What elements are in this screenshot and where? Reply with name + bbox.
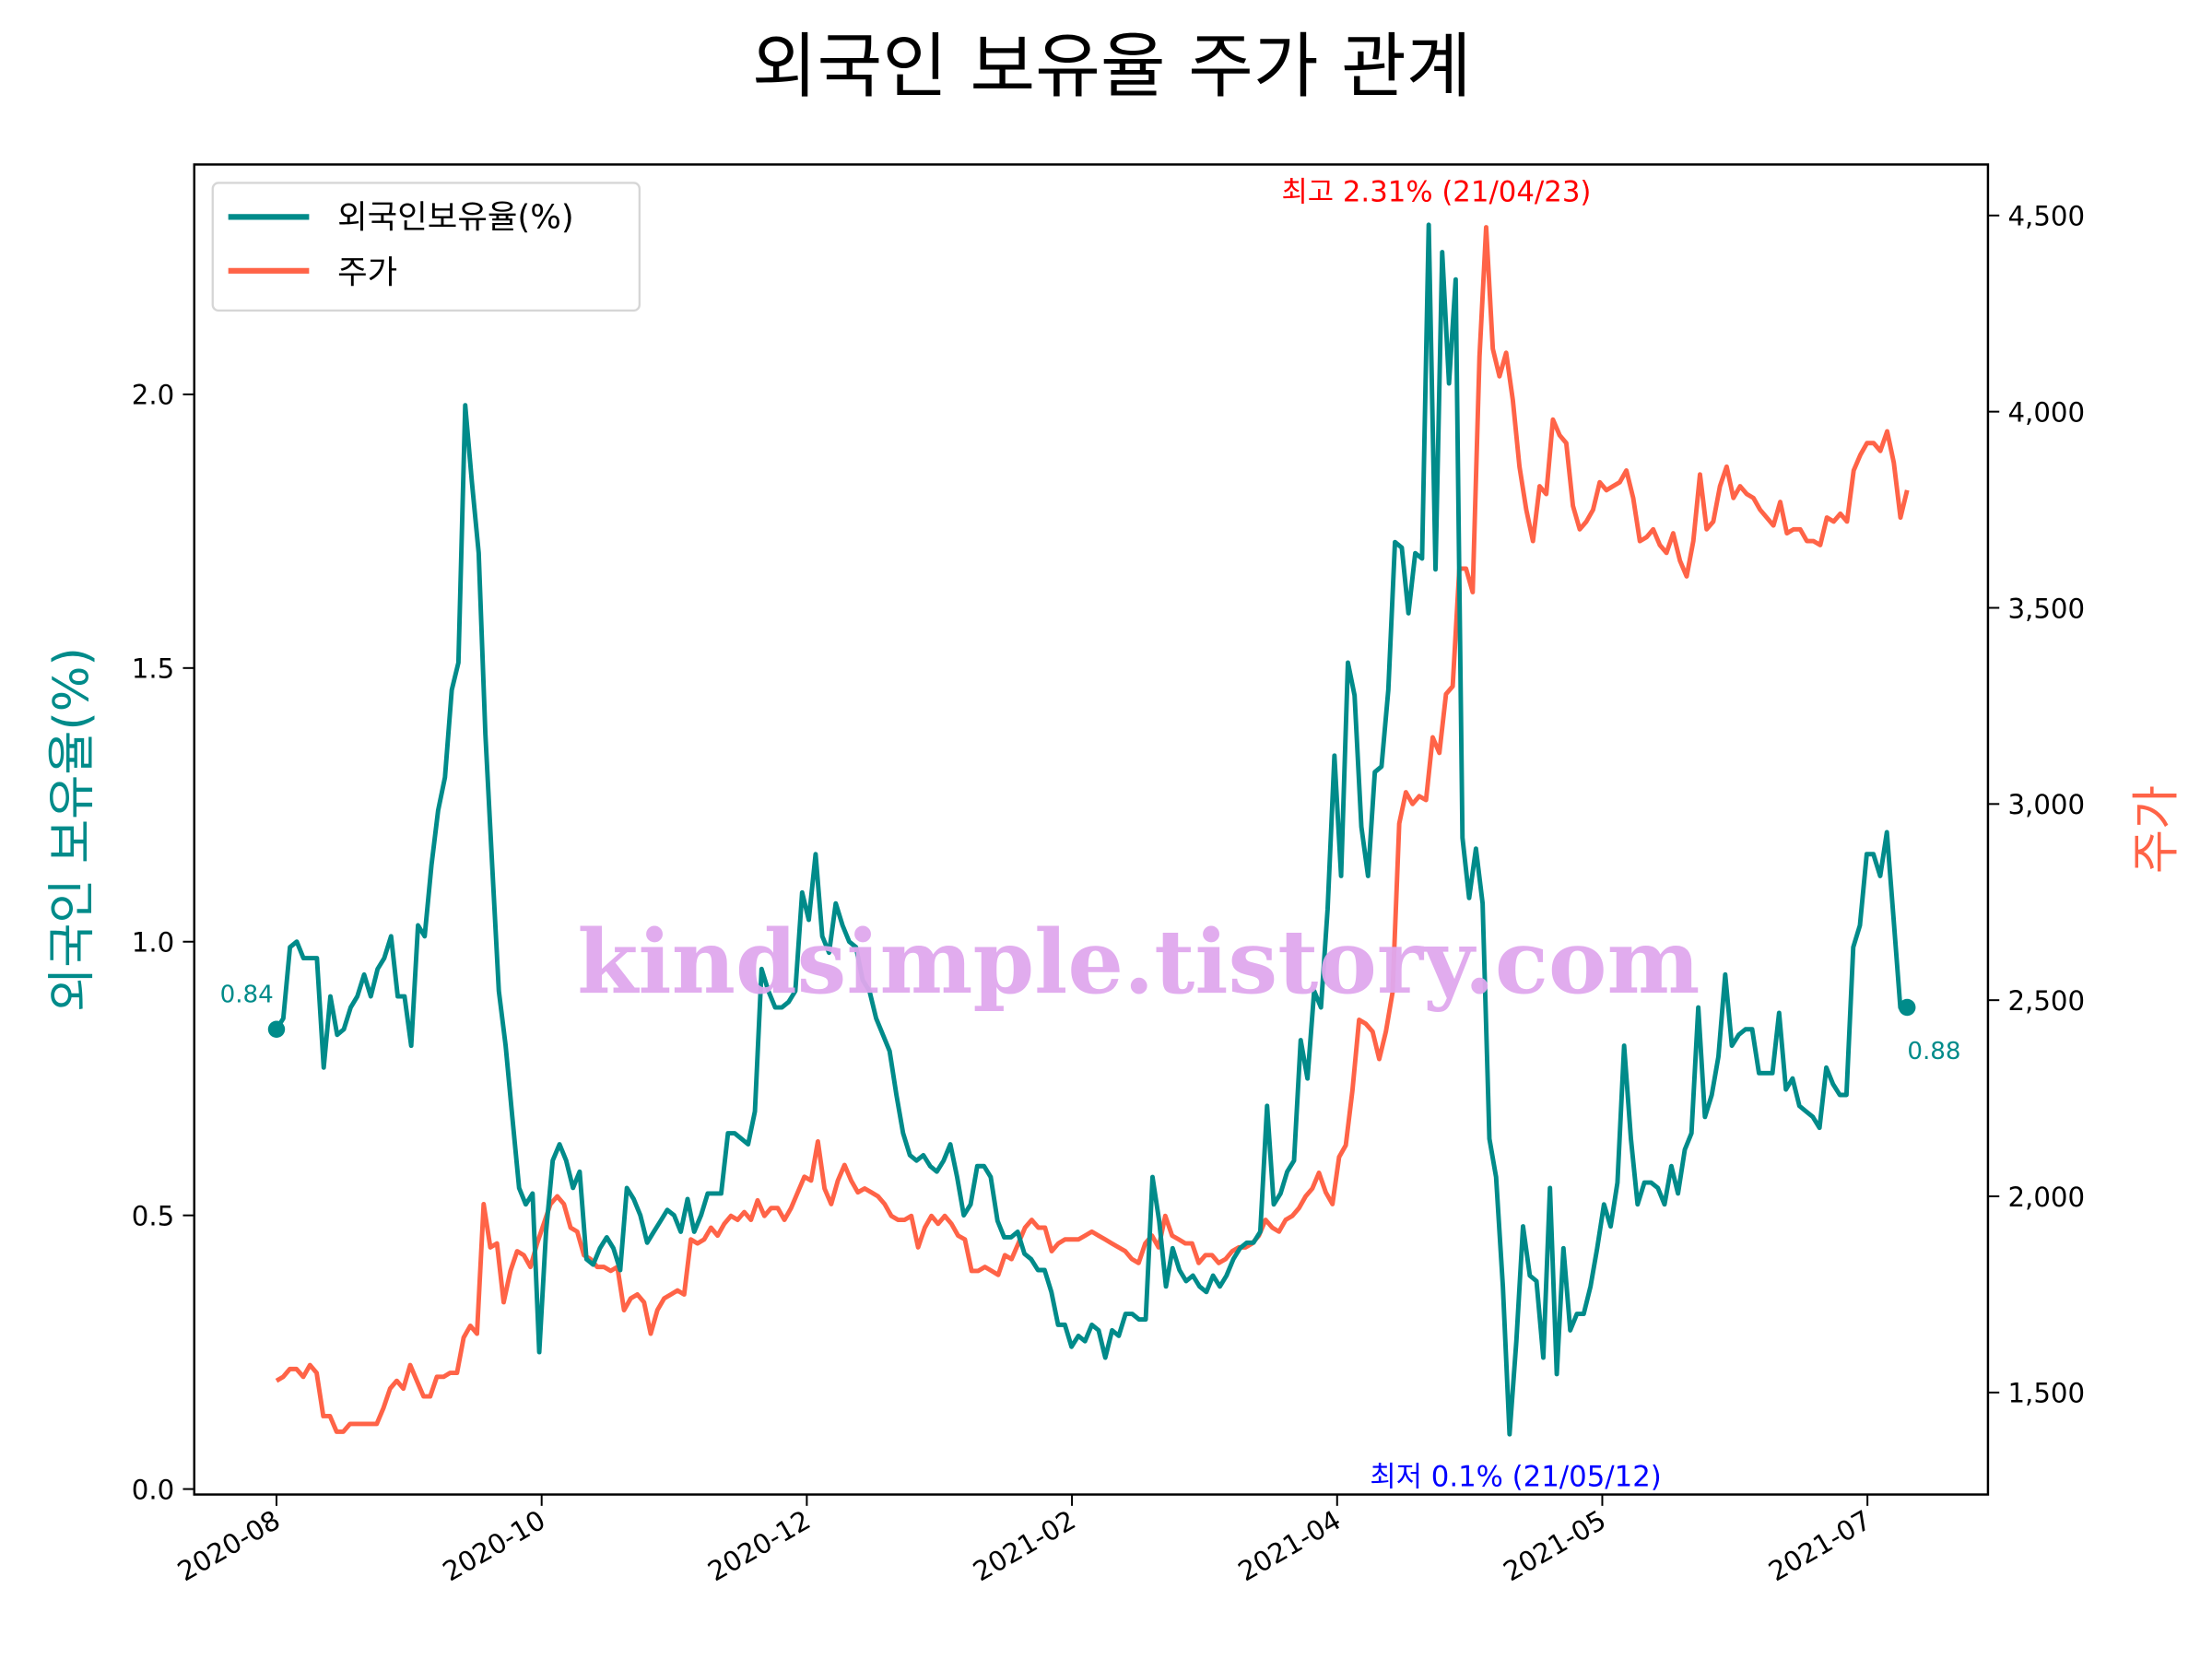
plot-lines <box>267 222 1916 1437</box>
x-tick-label: 2021-04 <box>1233 1504 1347 1587</box>
chart-title: 외국인 보유율 주가 관계 <box>752 26 1472 108</box>
left-y-tick-label: 1.5 <box>132 653 174 685</box>
x-tick-label: 2021-02 <box>968 1504 1081 1587</box>
left-y-tick-label: 0.0 <box>132 1474 174 1505</box>
right-y-axis-label: 주가 <box>2128 785 2184 874</box>
right-y-axis: 1,500 2,000 2,500 3,000 3,500 4,000 4,500 <box>1987 201 2085 1409</box>
right-y-tick-label: 1,500 <box>2007 1378 2085 1409</box>
start-value-label: 0.84 <box>220 982 274 1009</box>
x-tick-label: 2020-10 <box>438 1504 551 1587</box>
x-tick-label: 2021-07 <box>1763 1504 1877 1587</box>
right-y-tick-label: 4,000 <box>2007 396 2085 428</box>
x-axis: 2020-08 2020-10 2020-12 2021-02 2021-04 2021-… <box>172 1494 1877 1587</box>
left-y-axis: 0.0 0.5 1.0 1.5 2.0 <box>132 380 194 1505</box>
price-line <box>275 225 1910 1434</box>
legend: 외국인보유율(%) 주가 <box>211 182 641 312</box>
right-y-tick-label: 3,000 <box>2007 789 2085 820</box>
min-annotation: 최저 0.1% (21/05/12) <box>1370 1460 1661 1493</box>
ownership-line <box>274 222 1908 1437</box>
end-point-marker <box>1899 998 1916 1017</box>
x-tick-label: 2020-08 <box>172 1504 286 1587</box>
left-y-axis-label: 외국인 보유율(%) <box>43 647 100 1012</box>
right-y-tick-label: 2,500 <box>2007 985 2085 1017</box>
legend-label-ownership: 외국인보유율(%) <box>337 199 574 237</box>
legend-label-price: 주가 <box>337 254 397 292</box>
right-y-tick-label: 2,000 <box>2007 1182 2085 1213</box>
watermark: kindsimple.tistory.com <box>577 911 1700 1014</box>
left-y-tick-label: 1.0 <box>132 927 174 959</box>
max-annotation: 최고 2.31% (21/04/23) <box>1282 175 1592 208</box>
plot-frame <box>193 163 1990 1496</box>
left-y-tick-label: 0.5 <box>132 1200 174 1231</box>
x-tick-label: 2021-05 <box>1498 1504 1611 1587</box>
end-value-label: 0.88 <box>1907 1038 1960 1065</box>
left-y-tick-label: 2.0 <box>132 380 174 411</box>
x-tick-label: 2020-12 <box>702 1504 816 1587</box>
start-point-marker <box>267 1020 286 1038</box>
right-y-tick-label: 3,500 <box>2007 593 2085 624</box>
right-y-tick-label: 4,500 <box>2007 201 2085 232</box>
